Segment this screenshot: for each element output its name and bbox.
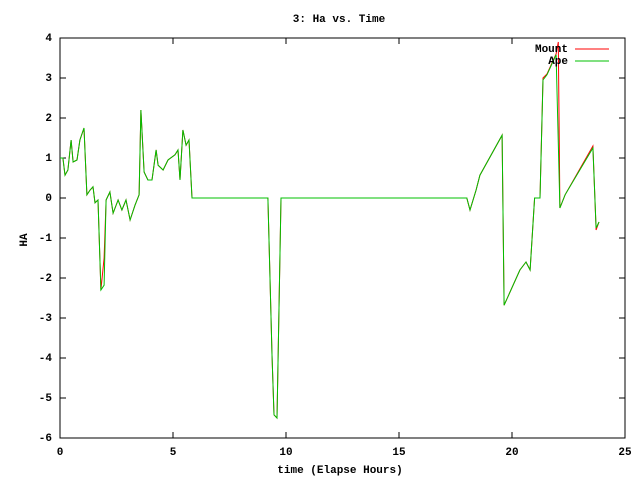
y-tick-label: 2 [45,113,52,125]
y-tick-label: -3 [39,313,53,325]
y-tick-label: -5 [39,393,53,405]
x-tick-label: 25 [618,447,632,459]
legend-label: Ape [548,56,568,68]
y-tick-label: -1 [39,233,53,245]
series-line [60,54,600,420]
x-tick-label: 20 [505,447,518,459]
x-tick-label: 5 [170,447,177,459]
y-tick-label: 3 [45,73,52,85]
y-tick-label: 0 [45,193,52,205]
plot-border [59,37,626,439]
legend-label: Mount [535,44,568,56]
y-tick-label: 4 [45,33,52,45]
y-axis-label: HA [19,233,31,247]
x-axis-label: time (Elapse Hours) [277,465,402,477]
y-tick-label: -4 [39,353,53,365]
y-tick-label: 1 [45,153,52,165]
x-tick-label: 0 [57,447,64,459]
chart-title: 3: Ha vs. Time [293,14,386,26]
series-line [60,41,600,420]
y-tick-label: -6 [39,433,52,445]
x-tick-label: 10 [279,447,292,459]
x-tick-label: 15 [392,447,406,459]
y-tick-label: -2 [39,273,52,285]
